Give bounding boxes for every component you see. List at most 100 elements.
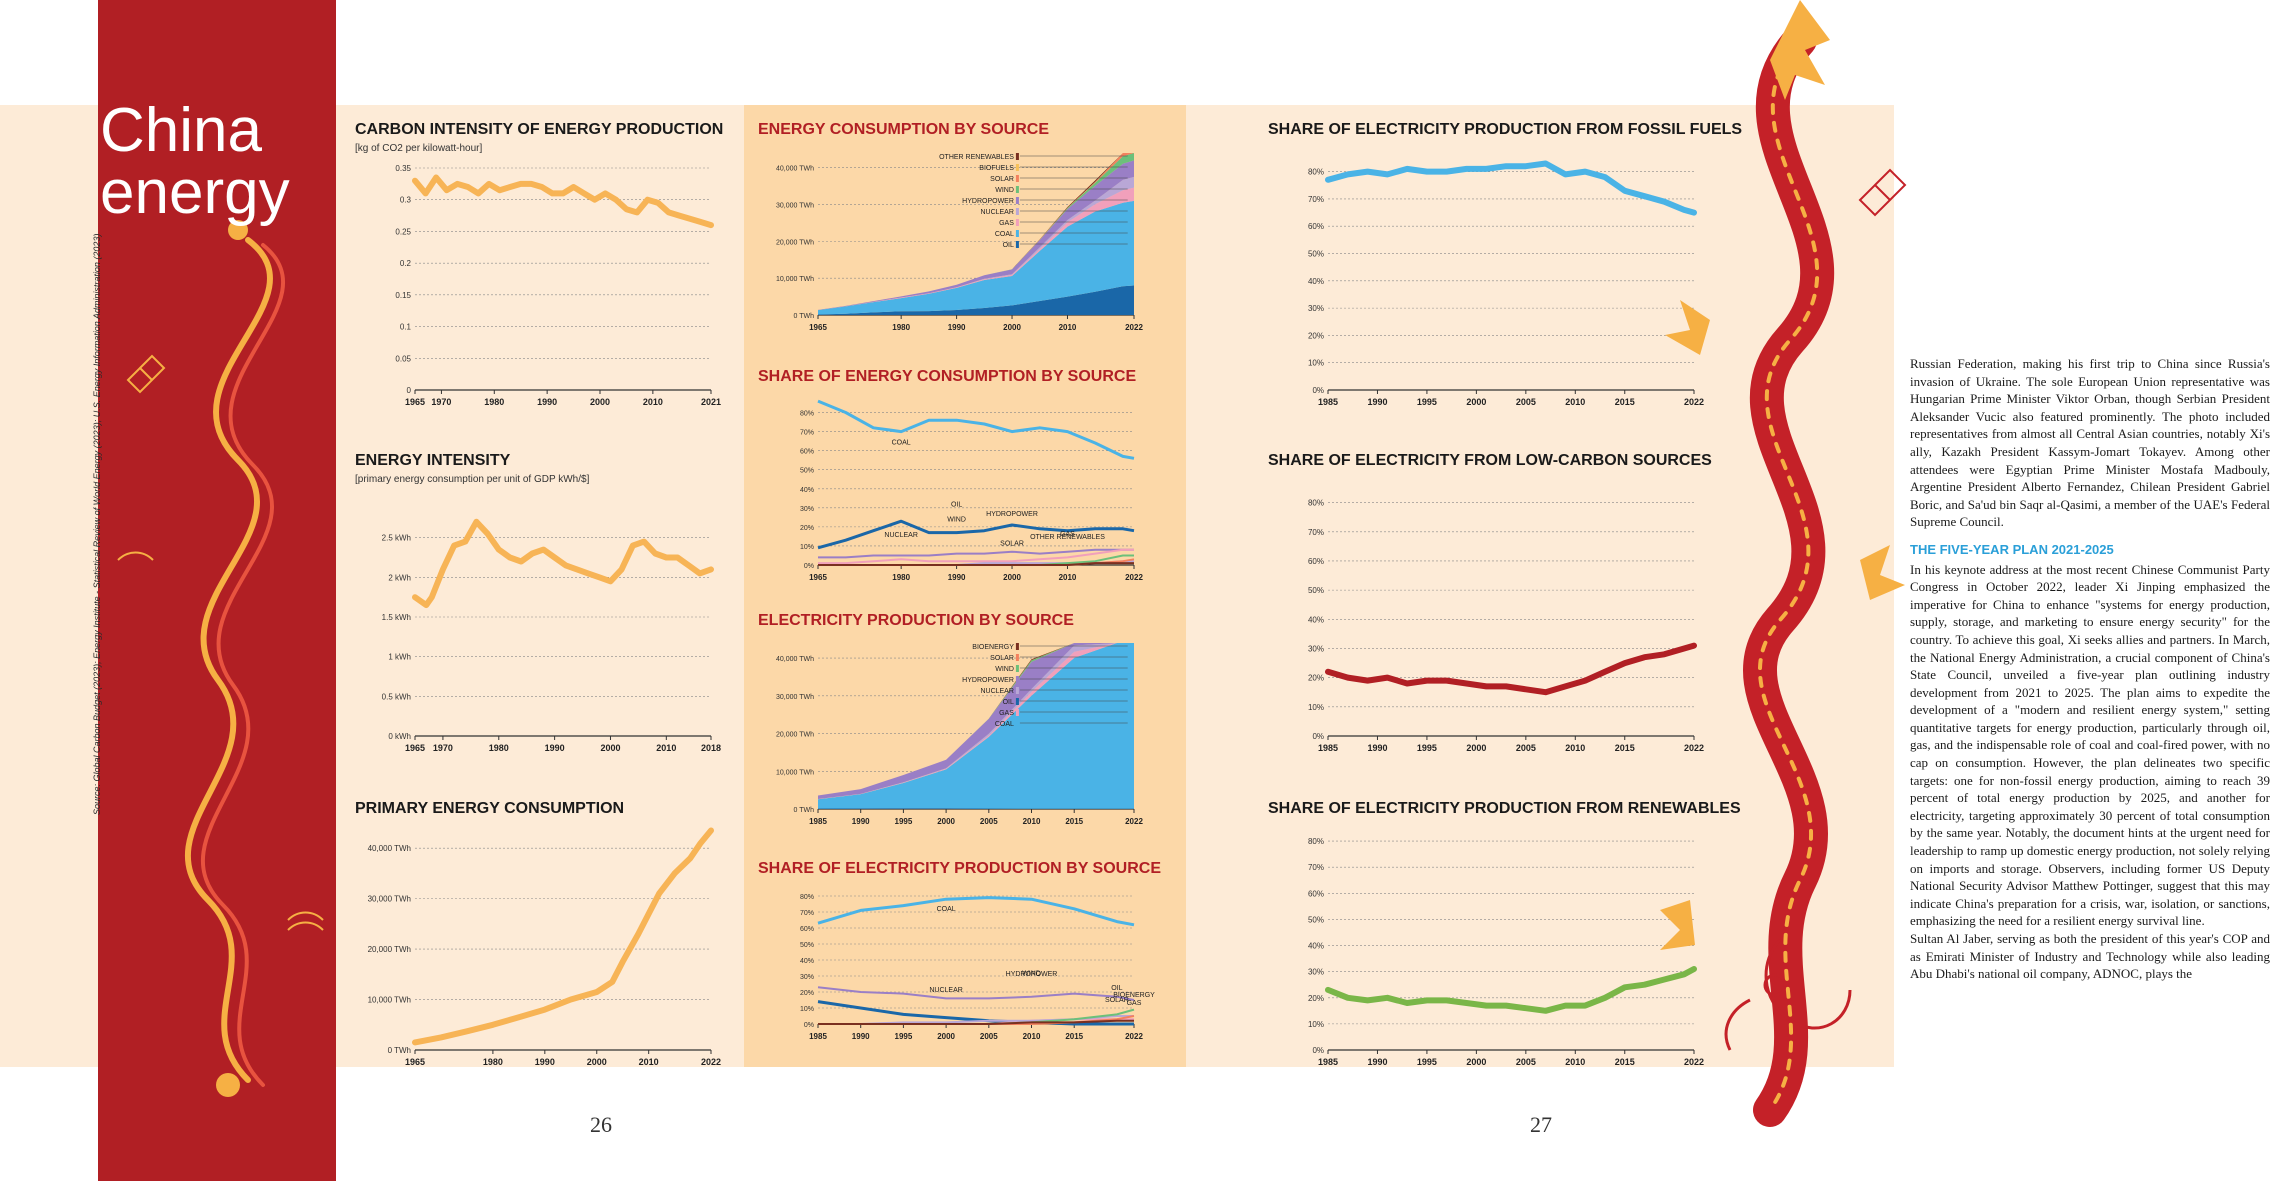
x-tick-label: 1970 [433, 743, 453, 753]
y-tick-label: 10,000 TWh [776, 769, 814, 776]
legend-swatch [1015, 164, 1019, 171]
series-line-other-renewables [818, 562, 1134, 566]
x-tick-label: 1995 [1417, 743, 1437, 753]
x-tick-label: 2010 [643, 397, 663, 407]
x-tick-label: 1990 [537, 397, 557, 407]
x-tick-label: 1985 [1318, 743, 1338, 753]
series-line [412, 827, 714, 1046]
legend-label: OIL [1003, 699, 1014, 706]
y-tick-label: 30% [800, 506, 814, 513]
x-tick-label: 2022 [1125, 1032, 1143, 1041]
article-paragraph: Sultan Al Jaber, serving as both the pre… [1910, 931, 2270, 982]
x-tick-label: 2000 [1003, 323, 1021, 332]
y-tick-label: 0.15 [395, 291, 411, 300]
y-tick-label: 0% [804, 563, 814, 570]
title-text: China energy [100, 96, 290, 227]
legend-label: GAS [999, 710, 1014, 717]
series-label: WIND [1022, 971, 1041, 978]
series-label: OTHER RENEWABLES [1030, 534, 1105, 541]
area-coal [818, 200, 1134, 315]
x-tick-label: 2022 [1684, 1057, 1704, 1067]
x-tick-label: 2000 [1466, 1057, 1486, 1067]
legend-label: COAL [995, 721, 1014, 728]
low-carbon-share-chart: 0% 10% 20% 30% 40% 50% 60% 70% 80% 1985 1990 1995 20… [1308, 499, 1704, 753]
consumption-by-source-chart: 0 TWh 10,000 TWh 20,000 TWh 30,000 TWh 40,00… [776, 153, 1143, 332]
legend-label: COAL [995, 231, 1014, 238]
x-tick-label: 1980 [489, 743, 509, 753]
legend-swatch [1015, 654, 1019, 661]
y-tick-label: 60% [1308, 222, 1324, 231]
x-tick-label: 2022 [1684, 397, 1704, 407]
x-tick-label: 2005 [1516, 1057, 1536, 1067]
series-label: HYDROPOWER [1006, 971, 1058, 978]
y-tick-label: 0 TWh [388, 1046, 411, 1055]
x-tick-label: 2010 [1565, 397, 1585, 407]
y-tick-label: 30,000 TWh [776, 694, 814, 701]
page-number-right: 27 [1530, 1112, 1552, 1137]
x-tick-label: 2015 [1615, 1057, 1635, 1067]
x-tick-label: 1965 [405, 743, 425, 753]
legend-swatch [1015, 153, 1019, 160]
series-line [412, 518, 714, 609]
y-tick-label: 0 [407, 386, 412, 395]
y-tick-label: 10% [1308, 359, 1324, 368]
x-tick-label: 2000 [600, 743, 620, 753]
x-tick-label: 2015 [1065, 817, 1083, 826]
legend-label: NUCLEAR [980, 209, 1013, 216]
x-tick-label: 2022 [1125, 817, 1143, 826]
legend-swatch [1015, 219, 1019, 226]
x-tick-label: 2000 [1466, 397, 1486, 407]
x-tick-label: 2010 [1059, 323, 1077, 332]
x-tick-label: 1965 [405, 1057, 425, 1067]
y-tick-label: 40% [800, 958, 814, 965]
y-tick-label: 10% [1308, 703, 1324, 712]
x-tick-label: 1995 [1417, 1057, 1437, 1067]
x-tick-label: 2000 [590, 397, 610, 407]
series-line-gas [818, 548, 1134, 565]
legend-swatch [1015, 709, 1019, 716]
x-tick-label: 1990 [1367, 397, 1387, 407]
y-tick-label: 20,000 TWh [368, 945, 411, 954]
y-tick-label: 0 TWh [794, 807, 815, 814]
electricity-by-source-title: ELECTRICITY PRODUCTION BY SOURCE [758, 612, 1074, 629]
carbon-intensity-chart: 0 0.05 0.1 0.15 0.2 0.25 0.3 0.35 1965 1970 1980 19… [395, 164, 721, 407]
share-consumption-title: SHARE OF ENERGY CONSUMPTION BY SOURCE [758, 368, 1137, 385]
legend-label: WIND [995, 187, 1014, 194]
area-oil [818, 285, 1134, 315]
x-tick-label: 1995 [1417, 397, 1437, 407]
y-tick-label: 40% [1308, 942, 1324, 951]
y-tick-label: 40,000 TWh [368, 844, 411, 853]
legend-label: NUCLEAR [980, 688, 1013, 695]
legend-label: OIL [1003, 242, 1014, 249]
primary-energy-chart: 0 TWh 10,000 TWh 20,000 TWh 30,000 TWh 40,00… [368, 827, 721, 1067]
series-label: SOLAR [1105, 997, 1129, 1004]
series-label: COAL [892, 439, 911, 446]
series-line-oil [817, 519, 1135, 550]
y-tick-label: 0 TWh [794, 313, 815, 320]
legend-swatch [1015, 720, 1019, 727]
x-tick-label: 2010 [656, 743, 676, 753]
page-number-left: 26 [590, 1112, 612, 1137]
series-line-bioenergy [818, 1019, 1134, 1025]
y-tick-label: 80% [800, 411, 814, 418]
series-label: OIL [1111, 985, 1122, 992]
legend-swatch [1015, 676, 1019, 683]
y-tick-label: 20% [800, 990, 814, 997]
share-electricity-title: SHARE OF ELECTRICITY PRODUCTION BY SOURC… [758, 860, 1161, 877]
x-tick-label: 2021 [701, 397, 721, 407]
legend-label: OTHER RENEWABLES [939, 154, 1014, 161]
legend-swatch [1015, 208, 1019, 215]
series-label: GAS [1060, 531, 1075, 538]
y-tick-label: 0.25 [395, 227, 411, 236]
y-tick-label: 70% [1308, 528, 1324, 537]
x-tick-label: 1990 [852, 1032, 870, 1041]
y-tick-label: 0.5 kWh [382, 692, 411, 701]
y-tick-label: 40% [1308, 615, 1324, 624]
x-tick-label: 1965 [809, 573, 827, 582]
x-tick-label: 2010 [1023, 817, 1041, 826]
series-line [412, 174, 714, 229]
x-tick-label: 1990 [1367, 743, 1387, 753]
x-tick-label: 2005 [1516, 743, 1536, 753]
y-tick-label: 1.5 kWh [382, 613, 411, 622]
x-tick-label: 2010 [639, 1057, 659, 1067]
